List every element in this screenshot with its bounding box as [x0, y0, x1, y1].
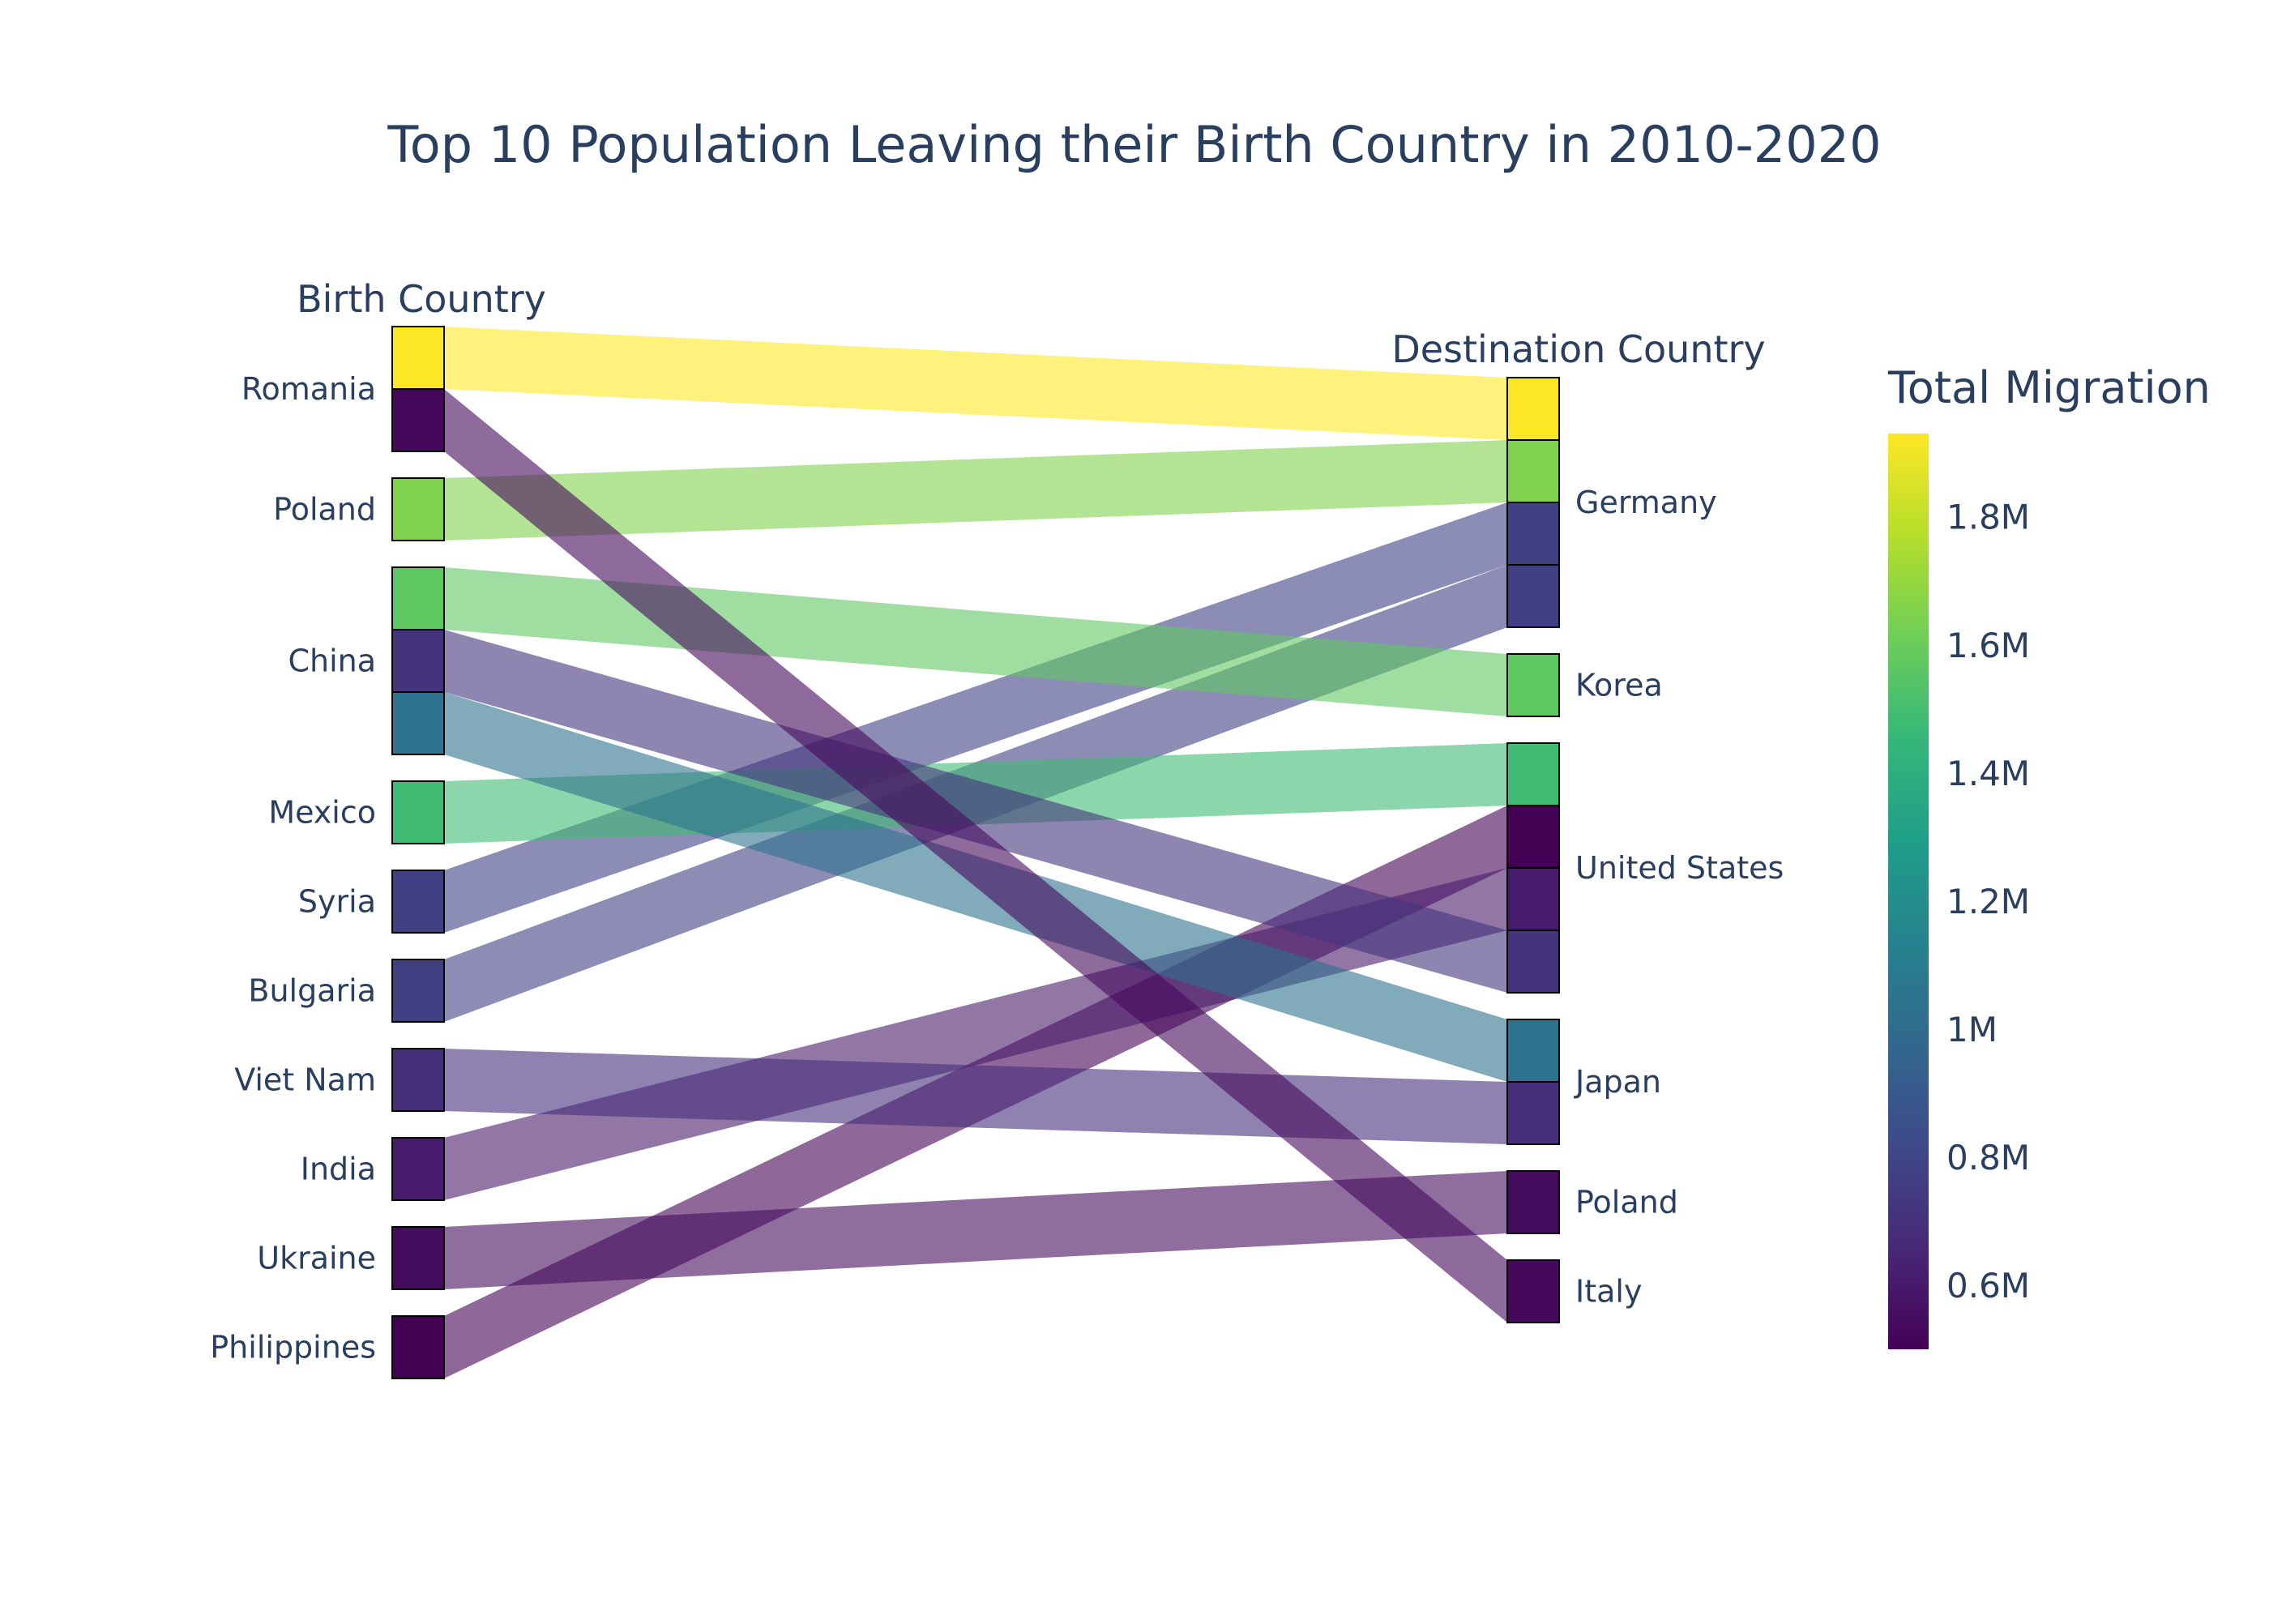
- link-romania-to-italy[interactable]: [444, 389, 1507, 1323]
- node-segment-romania-out[interactable]: [391, 326, 445, 390]
- colorbar-tick-label: 1.4M: [1946, 754, 2030, 793]
- node-segment-syria-out[interactable]: [391, 870, 445, 934]
- colorbar-tick-label: 1.8M: [1946, 498, 2030, 537]
- node-segment-japan-in[interactable]: [1506, 1019, 1560, 1083]
- destination-country-label-italy: Italy: [1575, 1274, 1642, 1310]
- birth-country-label-syria: Syria: [298, 884, 376, 920]
- node-segment-germany-in[interactable]: [1506, 377, 1560, 441]
- left-column-header: Birth Country: [297, 277, 546, 321]
- birth-country-label-poland: Poland: [273, 492, 376, 528]
- birth-country-label-china: China: [288, 643, 376, 679]
- colorbar-tick-label: 0.8M: [1946, 1138, 2030, 1177]
- destination-country-label-germany: Germany: [1575, 485, 1717, 520]
- link-poland-to-germany[interactable]: [444, 440, 1507, 541]
- right-column-header: Destination Country: [1391, 327, 1765, 371]
- link-romania-to-germany[interactable]: [444, 327, 1507, 440]
- node-segment-bulgaria-out[interactable]: [391, 959, 445, 1023]
- destination-country-label-japan: Japan: [1574, 1064, 1661, 1100]
- colorbar-tick-label: 1.6M: [1946, 626, 2030, 665]
- birth-country-label-india: India: [301, 1152, 376, 1187]
- node-segment-poland-out[interactable]: [391, 477, 445, 541]
- node-segment-china-out[interactable]: [391, 566, 445, 630]
- colorbar-gradient: [1888, 434, 1929, 1349]
- link-china-to-united-states[interactable]: [444, 630, 1507, 993]
- colorbar: Total Migration 0.6M 0.8M 1M 1.2M 1.4M 1.6M 1.…: [1887, 362, 2211, 1349]
- node-segment-poland-in[interactable]: [1506, 1170, 1560, 1234]
- link-china-to-korea[interactable]: [444, 567, 1507, 716]
- birth-country-label-bulgaria: Bulgaria: [248, 973, 376, 1009]
- chart-title: Top 10 Population Leaving their Birth Co…: [387, 115, 1881, 174]
- node-segment-india-out[interactable]: [391, 1137, 445, 1201]
- node-segment-united-states-in[interactable]: [1506, 867, 1560, 931]
- node-segment-philippines-out[interactable]: [391, 1315, 445, 1379]
- birth-country-label-mexico: Mexico: [268, 795, 376, 831]
- labels-layer: Romania Poland China Mexico Syria Bulgaria Vie…: [210, 371, 1784, 1365]
- node-segment-japan-in[interactable]: [1506, 1081, 1560, 1145]
- node-segment-romania-out[interactable]: [391, 388, 445, 452]
- colorbar-tick-label: 1.2M: [1946, 882, 2030, 921]
- birth-country-label-romania: Romania: [241, 371, 376, 407]
- destination-country-label-united-states: United States: [1575, 850, 1784, 886]
- links-layer: [444, 327, 1507, 1378]
- node-segment-italy-in[interactable]: [1506, 1259, 1560, 1323]
- link-viet-nam-to-japan[interactable]: [444, 1049, 1507, 1144]
- node-segment-united-states-in[interactable]: [1506, 742, 1560, 806]
- birth-country-label-ukraine: Ukraine: [257, 1241, 376, 1276]
- birth-country-label-viet-nam: Viet Nam: [234, 1062, 376, 1098]
- node-segment-viet-nam-out[interactable]: [391, 1048, 445, 1112]
- destination-country-label-poland: Poland: [1575, 1185, 1678, 1220]
- nodes-layer: [391, 326, 1560, 1379]
- node-segment-germany-in[interactable]: [1506, 502, 1560, 566]
- node-segment-china-out[interactable]: [391, 629, 445, 693]
- birth-country-label-philippines: Philippines: [210, 1330, 376, 1365]
- link-ukraine-to-poland[interactable]: [444, 1171, 1507, 1289]
- colorbar-tick-label: 0.6M: [1946, 1266, 2030, 1306]
- node-segment-korea-in[interactable]: [1506, 653, 1560, 717]
- colorbar-ticks: 0.6M 0.8M 1M 1.2M 1.4M 1.6M 1.8M: [1946, 498, 2030, 1306]
- node-segment-mexico-out[interactable]: [391, 780, 445, 844]
- node-segment-germany-in[interactable]: [1506, 439, 1560, 503]
- node-segment-germany-in[interactable]: [1506, 564, 1560, 628]
- node-segment-united-states-in[interactable]: [1506, 805, 1560, 869]
- node-segment-ukraine-out[interactable]: [391, 1226, 445, 1290]
- colorbar-tick-label: 1M: [1946, 1010, 1998, 1049]
- node-segment-china-out[interactable]: [391, 691, 445, 755]
- colorbar-title: Total Migration: [1887, 362, 2211, 413]
- destination-country-label-korea: Korea: [1575, 668, 1663, 703]
- node-segment-united-states-in[interactable]: [1506, 930, 1560, 994]
